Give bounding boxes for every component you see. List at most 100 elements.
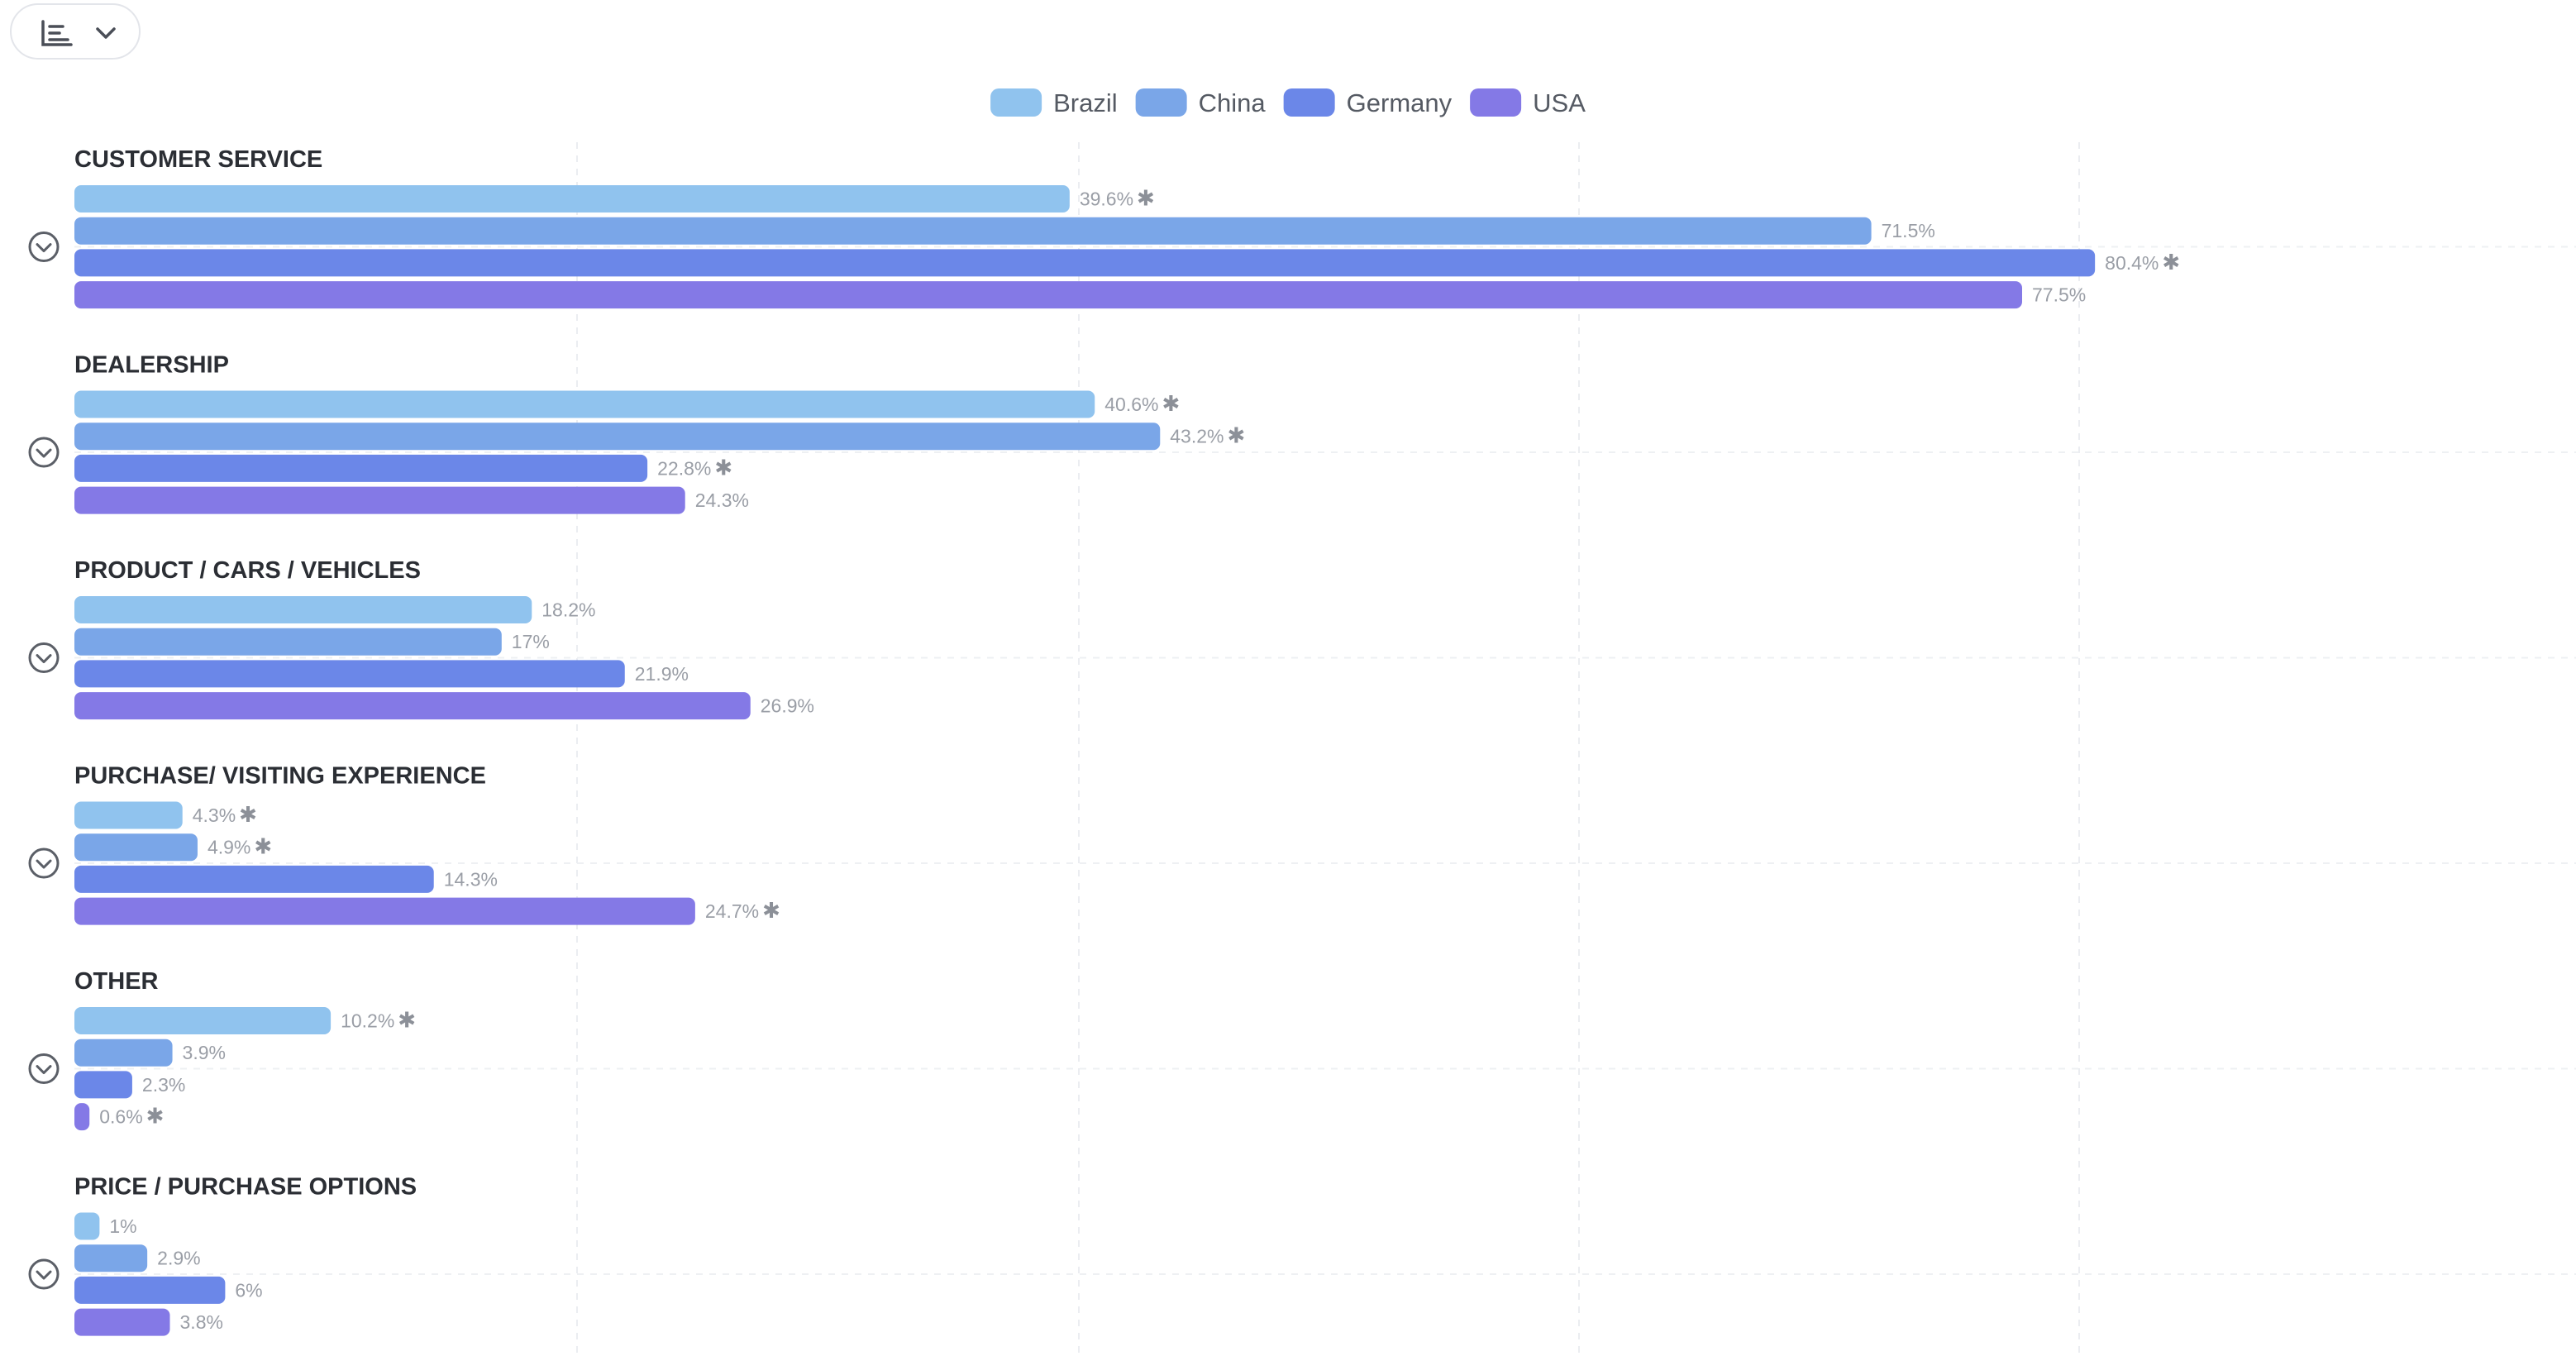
bar-value: 77.5% — [2032, 284, 2086, 306]
legend-swatch — [990, 88, 1042, 117]
bar[interactable] — [74, 801, 183, 829]
chevron-down-circle-icon[interactable] — [28, 1053, 60, 1085]
bar-value-label: 1% — [109, 1215, 136, 1237]
significance-marker: ✱ — [714, 455, 732, 480]
significance-marker: ✱ — [1227, 423, 1245, 448]
category-label: PRICE / PURCHASE OPTIONS — [74, 1174, 417, 1201]
significance-marker: ✱ — [1137, 186, 1155, 211]
legend-item[interactable]: China — [1135, 88, 1267, 117]
legend-label: Germany — [1347, 88, 1453, 117]
bar-value-label: 40.6% ✱ — [1104, 391, 1180, 416]
category-label: DEALERSHIP — [74, 352, 229, 379]
bar-value: 10.2% — [341, 1010, 394, 1032]
bar[interactable] — [74, 390, 1095, 418]
bar-value-label: 21.9% — [635, 663, 689, 685]
bar[interactable] — [74, 185, 1070, 212]
category-label: CUSTOMER SERVICE — [74, 146, 322, 173]
significance-marker: ✱ — [146, 1104, 165, 1129]
bar-value-label: 26.9% — [761, 695, 814, 717]
bar[interactable] — [74, 249, 2096, 277]
bar-value: 3.9% — [183, 1042, 226, 1063]
category-label: OTHER — [74, 968, 159, 995]
bar-value: 2.9% — [157, 1248, 200, 1269]
bar[interactable] — [74, 423, 1161, 451]
bar[interactable] — [74, 281, 2022, 309]
bar-value: 22.8% — [657, 457, 711, 479]
bar-value: 4.3% — [193, 805, 236, 826]
chevron-down-circle-icon[interactable] — [28, 848, 60, 879]
bar-value: 2.3% — [142, 1074, 185, 1096]
bar[interactable] — [74, 1038, 173, 1067]
bar[interactable] — [74, 865, 434, 893]
bar-value: 24.3% — [695, 489, 749, 511]
chevron-down-icon — [96, 27, 116, 39]
bar[interactable] — [74, 628, 502, 656]
significance-marker: ✱ — [254, 834, 272, 859]
bar-value: 1% — [109, 1215, 136, 1237]
chevron-down-circle-icon[interactable] — [28, 1258, 60, 1290]
legend-swatch — [1135, 88, 1187, 117]
bar-value: 14.3% — [444, 868, 498, 890]
bar-value: 21.9% — [635, 663, 689, 685]
legend-item[interactable]: Germany — [1283, 88, 1453, 117]
bar-value: 4.9% — [208, 837, 250, 858]
bar-value-label: 71.5% — [1882, 220, 1935, 241]
bar-value: 18.2% — [541, 599, 595, 621]
legend-label: China — [1199, 88, 1267, 117]
category-group: PRICE / PURCHASE OPTIONS 1% 2.9% 6% 3.8% — [28, 1174, 2576, 1336]
bar-value-label: 18.2% — [541, 599, 595, 621]
bar[interactable] — [74, 1276, 226, 1304]
bar-value: 80.4% — [2105, 252, 2159, 274]
bar[interactable] — [74, 1244, 148, 1272]
significance-marker: ✱ — [398, 1008, 416, 1033]
bar-value: 71.5% — [1882, 220, 1935, 241]
bar-value: 3.8% — [180, 1311, 223, 1333]
bar-value: 40.6% — [1104, 394, 1158, 415]
bar-value-label: 4.3% ✱ — [193, 802, 257, 827]
legend-label: USA — [1533, 88, 1586, 117]
bar[interactable] — [74, 692, 751, 720]
bar[interactable] — [74, 897, 695, 925]
bar-value-label: 10.2% ✱ — [341, 1008, 416, 1033]
bar[interactable] — [74, 596, 532, 623]
bar-value-label: 3.8% — [180, 1311, 223, 1333]
chart-type-button[interactable] — [10, 3, 141, 60]
legend-item[interactable]: Brazil — [990, 88, 1118, 117]
bar-value: 0.6% — [99, 1106, 142, 1128]
bar[interactable] — [74, 1071, 132, 1099]
category-group: PRODUCT / CARS / VEHICLES 18.2% 17% 21.9% 26… — [28, 557, 2576, 720]
bar-value-label: 24.3% — [695, 489, 749, 511]
legend: Brazil China Germany USA — [990, 88, 1586, 117]
bar[interactable] — [74, 660, 625, 688]
legend-item[interactable]: USA — [1470, 88, 1586, 117]
bar[interactable] — [74, 217, 1872, 245]
bar-value-label: 24.7% ✱ — [705, 898, 780, 923]
bar-value-label: 77.5% — [2032, 284, 2086, 306]
bar-value: 17% — [512, 631, 550, 652]
bar[interactable] — [74, 486, 685, 514]
bar[interactable] — [74, 1308, 170, 1336]
bar[interactable] — [74, 1212, 100, 1240]
bar-value-label: 6% — [235, 1279, 262, 1301]
bar[interactable] — [74, 833, 198, 862]
category-label: PRODUCT / CARS / VEHICLES — [74, 557, 421, 584]
chevron-down-circle-icon[interactable] — [28, 437, 60, 468]
category-label: PURCHASE/ VISITING EXPERIENCE — [74, 763, 486, 790]
significance-marker: ✱ — [239, 802, 257, 827]
bar[interactable] — [74, 1007, 332, 1034]
legend-swatch — [1283, 88, 1335, 117]
bar[interactable] — [74, 1103, 90, 1131]
bar-value: 43.2% — [1170, 426, 1224, 447]
bar-value: 24.7% — [705, 900, 759, 922]
significance-marker: ✱ — [1162, 391, 1180, 416]
bar-value-label: 22.8% ✱ — [657, 455, 732, 480]
chevron-down-circle-icon[interactable] — [28, 232, 60, 263]
horizontal-bar-chart-icon — [41, 20, 73, 46]
bar[interactable] — [74, 454, 648, 482]
chevron-down-circle-icon[interactable] — [28, 642, 60, 674]
